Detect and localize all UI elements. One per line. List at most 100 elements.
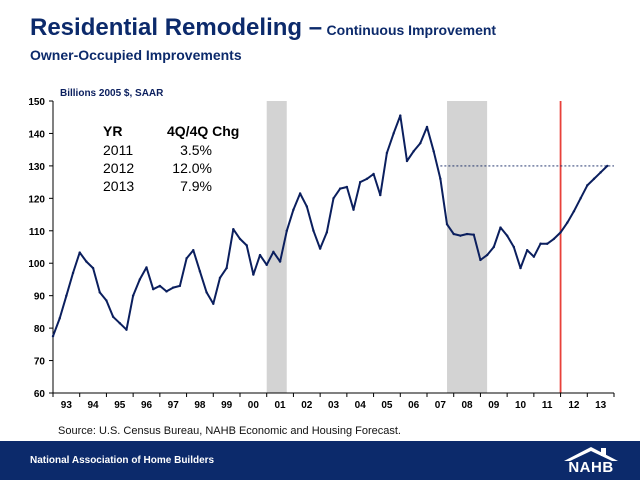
page-title: Residential Remodeling – Continuous Impr… bbox=[30, 14, 496, 42]
data-point bbox=[332, 197, 335, 200]
x-tick-label: 12 bbox=[568, 400, 580, 411]
data-point bbox=[192, 249, 195, 252]
data-point bbox=[579, 197, 582, 200]
data-point bbox=[298, 192, 302, 195]
y-tick-label: 80 bbox=[34, 324, 46, 335]
data-point bbox=[459, 234, 462, 237]
data-point bbox=[158, 284, 162, 288]
data-point bbox=[312, 229, 315, 232]
data-point bbox=[338, 187, 342, 190]
data-point bbox=[465, 232, 469, 236]
data-point bbox=[272, 250, 275, 254]
data-point bbox=[552, 237, 556, 241]
x-tick-label: 93 bbox=[61, 400, 73, 411]
data-point bbox=[91, 266, 95, 270]
y-tick-label: 150 bbox=[28, 97, 45, 108]
y-tick-label: 70 bbox=[34, 357, 46, 368]
data-point bbox=[172, 286, 175, 289]
data-point bbox=[592, 177, 596, 181]
subtitle: Owner-Occupied Improvements bbox=[30, 47, 242, 63]
data-point bbox=[105, 299, 108, 302]
line-chart: 60 70 80 90 100 110 120 130 140 150 93 94 95 96 97 98 99… bbox=[28, 88, 615, 411]
x-tick-label: 99 bbox=[221, 400, 233, 411]
data-point bbox=[439, 177, 442, 181]
house-roof-icon bbox=[564, 447, 618, 461]
data-point bbox=[425, 125, 429, 129]
table-cell-year: 2013 bbox=[103, 178, 134, 194]
data-point bbox=[532, 255, 536, 258]
data-point bbox=[412, 150, 415, 153]
data-point bbox=[385, 151, 389, 155]
y-tick-label: 60 bbox=[34, 389, 46, 400]
x-tick-label: 04 bbox=[355, 400, 367, 411]
data-point bbox=[525, 249, 529, 252]
x-tick-label: 06 bbox=[408, 400, 420, 411]
data-point bbox=[258, 253, 262, 257]
data-point bbox=[399, 114, 402, 117]
data-point bbox=[165, 290, 168, 293]
series-line-1 bbox=[52, 114, 608, 337]
x-tick-label: 02 bbox=[301, 400, 313, 411]
data-point bbox=[352, 208, 355, 211]
data-point bbox=[238, 237, 242, 241]
logo-text: NAHB bbox=[568, 459, 614, 476]
data-point bbox=[65, 294, 68, 297]
data-point bbox=[345, 185, 349, 189]
data-point bbox=[432, 150, 435, 153]
y-axis-label: Billions 2005 $, SAAR bbox=[60, 88, 164, 99]
organization-name: National Association of Home Builders bbox=[30, 455, 215, 466]
data-point bbox=[452, 232, 455, 236]
x-tick-label: 05 bbox=[381, 400, 393, 411]
data-point bbox=[445, 223, 449, 226]
data-point bbox=[198, 270, 202, 273]
data-point bbox=[265, 263, 268, 267]
table-cell-year: 2011 bbox=[103, 142, 133, 158]
x-tick-label: 03 bbox=[328, 400, 340, 411]
x-tick-label: 01 bbox=[275, 400, 287, 411]
x-tick-label: 08 bbox=[462, 400, 474, 411]
table-cell-change: 3.5% bbox=[180, 142, 212, 158]
footer-bar bbox=[0, 441, 640, 480]
data-point bbox=[292, 208, 295, 211]
data-point bbox=[505, 234, 509, 237]
table-cell-change: 12.0% bbox=[172, 160, 212, 176]
x-tick-label: 11 bbox=[542, 400, 553, 411]
data-point bbox=[566, 221, 569, 224]
data-point bbox=[365, 177, 369, 181]
data-point bbox=[379, 193, 382, 197]
y-tick-label: 130 bbox=[28, 162, 45, 173]
data-point bbox=[318, 247, 322, 250]
title-suffix: Continuous Improvement bbox=[326, 22, 497, 38]
recession-band-1 bbox=[266, 101, 287, 393]
y-tick-label: 110 bbox=[29, 227, 46, 238]
data-point bbox=[305, 205, 308, 208]
x-tick-label: 13 bbox=[595, 400, 607, 411]
data-point bbox=[138, 278, 142, 281]
x-tick-label: 09 bbox=[488, 400, 500, 411]
data-point bbox=[178, 284, 182, 288]
data-point bbox=[78, 251, 81, 254]
x-tick-label: 10 bbox=[515, 400, 527, 411]
data-point bbox=[245, 244, 248, 247]
data-point bbox=[225, 266, 228, 270]
data-point bbox=[499, 226, 502, 229]
data-point bbox=[145, 266, 148, 269]
data-point bbox=[285, 229, 288, 232]
data-point bbox=[492, 245, 495, 249]
table-cell-year: 2012 bbox=[103, 160, 134, 176]
data-point bbox=[405, 159, 409, 163]
data-point bbox=[212, 302, 215, 305]
x-tick-label: 98 bbox=[194, 400, 206, 411]
data-point bbox=[359, 180, 362, 184]
table-header-year: YR bbox=[103, 123, 122, 139]
data-point bbox=[185, 257, 188, 260]
data-point bbox=[278, 260, 282, 263]
data-point bbox=[118, 322, 121, 325]
y-tick-label: 140 bbox=[28, 129, 45, 140]
data-point bbox=[98, 291, 101, 294]
data-point bbox=[58, 317, 61, 320]
recession-band-2 bbox=[447, 101, 488, 393]
title-main: Residential Remodeling – bbox=[30, 14, 323, 41]
table-cell-change: 7.9% bbox=[180, 178, 212, 194]
data-point bbox=[218, 276, 222, 280]
